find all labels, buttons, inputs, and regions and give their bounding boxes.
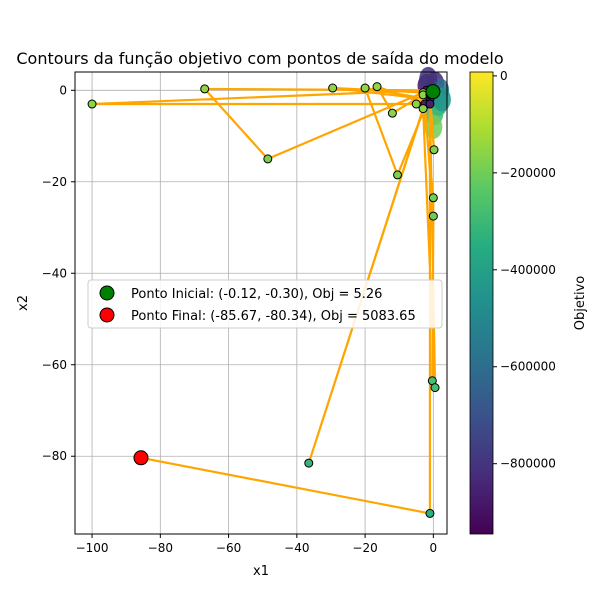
- colorbar-tick-label: −400000: [500, 263, 556, 277]
- x-tick-label: −40: [284, 541, 309, 555]
- colorbar-tick-label: −600000: [500, 360, 556, 374]
- iteration-point: [429, 145, 439, 155]
- y-tick-label: −40: [42, 266, 67, 280]
- y-tick-label: −60: [42, 358, 67, 372]
- iteration-point: [263, 154, 273, 164]
- legend-start-marker: [99, 285, 115, 301]
- colorbar-tick-label: −800000: [500, 457, 556, 471]
- iteration-point: [418, 104, 428, 114]
- iteration-point: [411, 99, 421, 109]
- colorbar-tick-label: 0: [500, 69, 508, 83]
- iteration-point: [304, 458, 314, 468]
- y-tick-label: −20: [42, 175, 67, 189]
- end-point-marker: [133, 450, 149, 466]
- iteration-point: [387, 108, 397, 118]
- x-tick-label: 0: [430, 541, 438, 555]
- iteration-point: [328, 83, 338, 93]
- x-tick-label: −100: [76, 541, 109, 555]
- iteration-point: [425, 508, 435, 518]
- endpoint-markers: [133, 84, 441, 466]
- y-axis-ticks: 0 −20 −40 −60 −80: [42, 83, 75, 463]
- chart-title: Contours da função objetivo com pontos d…: [16, 49, 503, 68]
- legend-start-label: Ponto Inicial: (-0.12, -0.30), Obj = 5.2…: [131, 287, 382, 302]
- colorbar: [469, 71, 494, 535]
- iteration-point: [425, 99, 435, 109]
- iteration-points: [87, 82, 440, 518]
- start-point-marker: [425, 84, 441, 100]
- y-tick-label: 0: [59, 83, 67, 97]
- iteration-point: [200, 84, 210, 94]
- legend: Ponto Inicial: (-0.12, -0.30), Obj = 5.2…: [87, 279, 443, 329]
- colorbar-ticks: 0 −200000 −400000 −600000 −800000: [493, 69, 556, 471]
- x-tick-label: −80: [148, 541, 173, 555]
- iteration-point: [360, 83, 370, 93]
- iteration-point: [87, 99, 97, 109]
- legend-end-label: Ponto Final: (-85.67, -80.34), Obj = 508…: [131, 309, 416, 324]
- y-axis-label: x2: [16, 295, 31, 311]
- legend-box: [87, 279, 443, 329]
- y-tick-label: −80: [42, 449, 67, 463]
- iteration-point: [428, 211, 438, 221]
- x-axis-ticks: −100 −80 −60 −40 −20 0: [76, 534, 438, 555]
- colorbar-label: Objetivo: [573, 276, 588, 330]
- iteration-point: [393, 170, 403, 180]
- colorbar-tick-label: −200000: [500, 166, 556, 180]
- iteration-point: [428, 193, 438, 203]
- x-axis-label: x1: [253, 564, 269, 579]
- plot-frame: [74, 71, 448, 535]
- x-tick-label: −60: [216, 541, 241, 555]
- legend-end-marker: [99, 307, 115, 323]
- x-tick-label: −20: [352, 541, 377, 555]
- iteration-point: [430, 383, 440, 393]
- iteration-point: [372, 82, 382, 92]
